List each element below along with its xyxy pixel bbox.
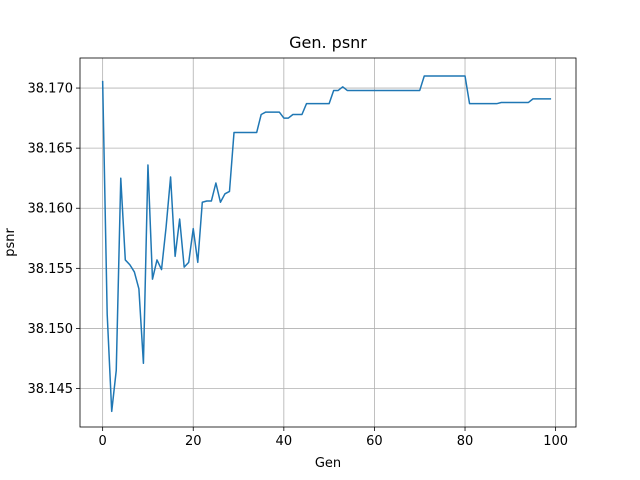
plot-frame (79, 57, 577, 428)
x-tick-label: 20 (185, 434, 202, 449)
x-tick-label: 100 (543, 434, 568, 449)
axis-ticks: 0 20 40 60 80 100 38.145 38.150 38.155 38.160 38.1… (28, 82, 569, 449)
x-axis-label: Gen (315, 456, 341, 471)
x-tick-label: 60 (366, 434, 383, 449)
x-tick-label: 80 (457, 434, 474, 449)
y-tick-label: 38.160 (28, 202, 74, 217)
y-tick-label: 38.165 (28, 142, 74, 157)
y-tick-label: 38.155 (28, 262, 74, 277)
x-tick-label: 0 (99, 434, 107, 449)
y-tick-label: 38.145 (28, 382, 74, 397)
series-line (101, 75, 552, 413)
y-axis-label: psnr (3, 228, 18, 257)
grid-lines (80, 58, 576, 427)
x-tick-label: 40 (276, 434, 293, 449)
chart-title: Gen. psnr (289, 33, 367, 52)
y-tick-label: 38.170 (28, 82, 74, 97)
y-tick-label: 38.150 (28, 322, 74, 337)
